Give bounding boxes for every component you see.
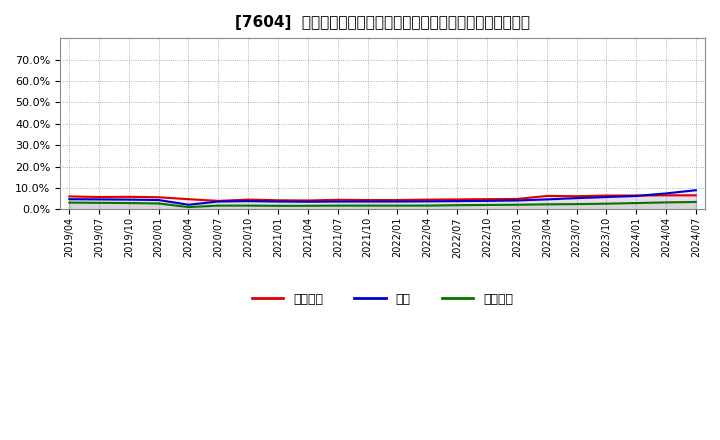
在庫 (602, 194, 611, 200)
買入債務 (453, 202, 462, 208)
買入債務 (364, 203, 372, 208)
在庫 (154, 198, 163, 203)
在庫 (244, 198, 253, 204)
在庫 (274, 199, 282, 204)
買入債務 (393, 203, 402, 208)
買入債務 (572, 202, 581, 207)
Legend: 売上債権, 在庫, 買入債務: 売上債権, 在庫, 買入債務 (247, 288, 518, 311)
買入債務 (184, 205, 193, 210)
売上債権 (572, 194, 581, 199)
売上債権 (542, 193, 551, 198)
売上債権 (423, 197, 432, 202)
買入債務 (65, 200, 73, 205)
売上債権 (244, 197, 253, 202)
在庫 (65, 197, 73, 202)
買入債務 (304, 203, 312, 209)
売上債権 (274, 198, 282, 203)
在庫 (482, 198, 491, 204)
在庫 (333, 199, 342, 204)
売上債権 (602, 193, 611, 198)
在庫 (662, 191, 670, 196)
Line: 売上債権: 売上債権 (69, 195, 696, 201)
売上債権 (184, 197, 193, 202)
売上債権 (692, 193, 701, 198)
売上債権 (94, 194, 103, 200)
売上債権 (482, 197, 491, 202)
在庫 (393, 199, 402, 204)
Line: 買入債務: 買入債務 (69, 202, 696, 207)
買入債務 (482, 202, 491, 208)
在庫 (632, 193, 641, 198)
Line: 在庫: 在庫 (69, 190, 696, 205)
買入債務 (662, 200, 670, 205)
買入債務 (94, 200, 103, 205)
在庫 (184, 202, 193, 207)
売上債権 (333, 197, 342, 202)
買入債務 (125, 200, 133, 205)
在庫 (692, 187, 701, 193)
Title: [7604]  売上債権、在庫、買入債務の総資産に対する比率の推移: [7604] 売上債権、在庫、買入債務の総資産に対する比率の推移 (235, 15, 530, 30)
買入債務 (542, 202, 551, 207)
在庫 (423, 199, 432, 204)
売上債権 (513, 196, 521, 202)
買入債務 (423, 203, 432, 208)
買入債務 (244, 203, 253, 208)
買入債務 (214, 203, 222, 208)
在庫 (125, 197, 133, 202)
買入債務 (602, 201, 611, 206)
売上債権 (125, 194, 133, 199)
在庫 (304, 199, 312, 205)
在庫 (542, 197, 551, 202)
買入債務 (513, 202, 521, 207)
売上債権 (662, 193, 670, 198)
売上債権 (65, 194, 73, 199)
在庫 (572, 195, 581, 201)
在庫 (513, 198, 521, 203)
在庫 (214, 199, 222, 204)
在庫 (94, 197, 103, 202)
買入債務 (333, 203, 342, 208)
在庫 (453, 198, 462, 204)
売上債権 (304, 198, 312, 203)
売上債権 (453, 197, 462, 202)
売上債権 (364, 198, 372, 203)
在庫 (364, 199, 372, 204)
売上債権 (632, 193, 641, 198)
買入債務 (274, 203, 282, 209)
買入債務 (154, 201, 163, 206)
買入債務 (632, 200, 641, 205)
売上債権 (154, 194, 163, 200)
売上債権 (393, 198, 402, 203)
売上債権 (214, 198, 222, 204)
買入債務 (692, 199, 701, 205)
